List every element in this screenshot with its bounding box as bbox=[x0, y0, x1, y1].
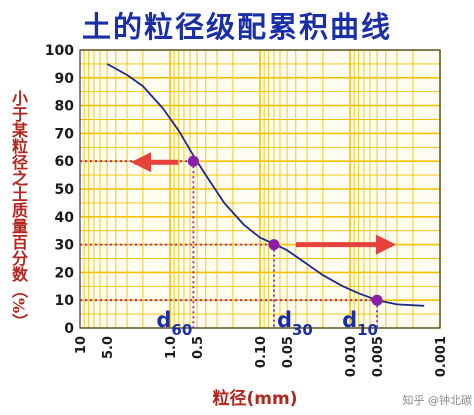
point-marker bbox=[371, 294, 383, 306]
annotation-label-10: d10 bbox=[342, 308, 378, 339]
y-tick-label: 100 bbox=[45, 43, 74, 59]
x-tick-label: 0.05 bbox=[281, 336, 296, 368]
x-tick-label: 0.5 bbox=[191, 336, 206, 359]
y-tick-label: 0 bbox=[64, 321, 74, 337]
annotation-label-60: d60 bbox=[156, 308, 192, 339]
plot-frame bbox=[79, 49, 441, 329]
x-tick-label: 0.005 bbox=[371, 336, 386, 377]
x-tick-label: 10 bbox=[74, 336, 89, 354]
x-tick-label: 1.0 bbox=[164, 336, 179, 359]
x-axis-label: 粒径(mm) bbox=[212, 389, 298, 409]
watermark: 知乎 @钟北碳 bbox=[402, 394, 473, 407]
y-tick-label: 20 bbox=[55, 265, 75, 281]
y-tick-label: 30 bbox=[55, 238, 75, 254]
point-marker bbox=[187, 155, 199, 167]
grading-curve bbox=[106, 63, 425, 307]
y-tick-label: 70 bbox=[55, 126, 75, 142]
point-marker bbox=[268, 239, 280, 251]
x-tick-label: 0.001 bbox=[434, 336, 449, 377]
x-tick-label: 0.010 bbox=[344, 336, 359, 377]
chart-title: 土的粒径级配累积曲线 bbox=[81, 10, 392, 44]
x-tick-label: 0.10 bbox=[254, 336, 269, 368]
y-tick-label: 40 bbox=[55, 210, 75, 226]
y-tick-label: 10 bbox=[55, 293, 75, 309]
y-tick-label: 50 bbox=[55, 182, 75, 198]
y-tick-label: 90 bbox=[55, 71, 75, 87]
y-tick-label: 60 bbox=[55, 154, 75, 170]
annotation-label-30: d30 bbox=[277, 308, 313, 339]
y-axis-label: 小于某粒径之土质量百分数（%） bbox=[9, 90, 28, 330]
y-tick-label: 80 bbox=[55, 99, 75, 115]
x-tick-label: 5.0 bbox=[101, 336, 116, 359]
